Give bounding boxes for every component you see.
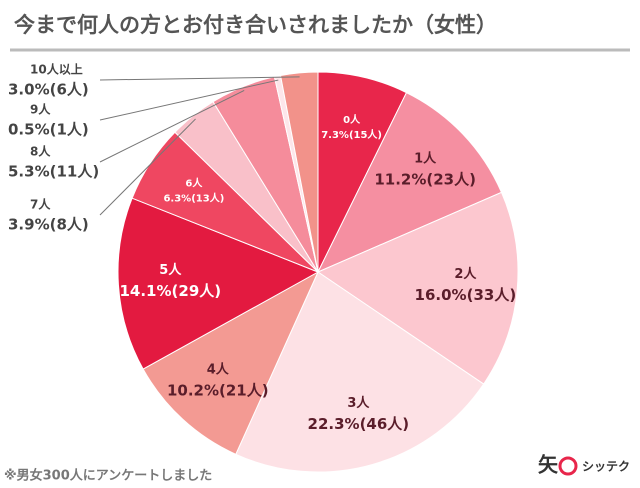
pie-slice bbox=[142, 270, 320, 455]
value-label: 3.9%(8人) bbox=[8, 216, 89, 234]
leader-line bbox=[99, 89, 245, 163]
logo-mark: 矢 bbox=[538, 453, 559, 477]
value-label: 6.3%(13人) bbox=[163, 191, 224, 204]
category-label: 8人 bbox=[30, 144, 51, 159]
pie-slice bbox=[316, 191, 519, 385]
pie-slice bbox=[117, 197, 320, 370]
category-label: 1人 bbox=[414, 150, 437, 166]
category-label: 7人 bbox=[30, 197, 51, 212]
category-label: 10人以上 bbox=[30, 62, 83, 77]
value-label: 14.1%(29人) bbox=[119, 282, 221, 300]
category-label: 6人 bbox=[185, 176, 203, 189]
pie-slice bbox=[279, 71, 319, 273]
category-label: 9人 bbox=[30, 102, 51, 117]
value-label: 22.3%(46人) bbox=[308, 415, 410, 433]
category-label: 0人 bbox=[343, 113, 361, 126]
pie-slice bbox=[316, 91, 503, 274]
category-label: 3人 bbox=[347, 395, 370, 411]
value-label: 3.0%(6人) bbox=[8, 81, 89, 99]
category-label: 5人 bbox=[159, 262, 182, 278]
leader-line bbox=[99, 118, 196, 216]
value-label: 7.3%(15人) bbox=[321, 128, 382, 141]
brand-name: シッテク bbox=[582, 460, 630, 474]
chart-title: 今まで何人の方とお付き合いされましたか（女性） bbox=[14, 13, 497, 37]
value-label: 11.2%(23人) bbox=[374, 170, 476, 188]
value-label: 10.2%(21人) bbox=[167, 381, 269, 399]
footnote: ※男女300人にアンケートしました bbox=[4, 468, 212, 484]
value-label: 5.3%(11人) bbox=[8, 163, 99, 181]
leader-line bbox=[99, 76, 300, 81]
category-label: 4人 bbox=[207, 361, 230, 377]
brand-logo: 矢 シッテク bbox=[538, 453, 630, 477]
category-label: 2人 bbox=[454, 266, 477, 282]
value-label: 0.5%(1人) bbox=[8, 121, 89, 139]
pie-slice bbox=[235, 271, 485, 473]
leader-line bbox=[99, 79, 279, 121]
logo-circle bbox=[558, 456, 578, 476]
value-label: 16.0%(33人) bbox=[415, 286, 517, 304]
